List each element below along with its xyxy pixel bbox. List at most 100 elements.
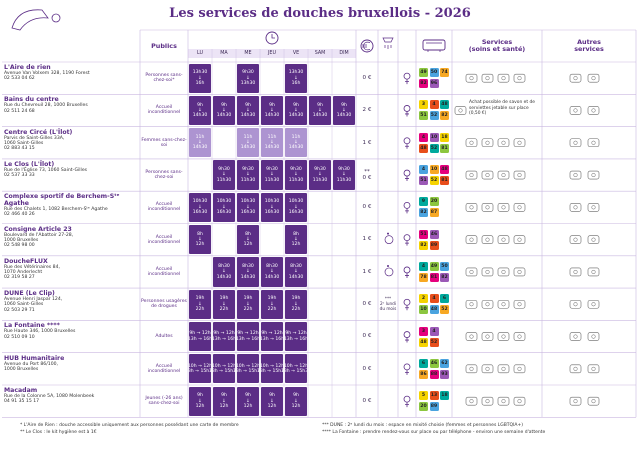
- other-header: Autres services: [542, 30, 636, 62]
- schedule-cell: 10h30 ↓ 16h30: [261, 192, 283, 222]
- gender-icon: [403, 395, 411, 403]
- venue-block: Centre Circé (L'Îlot) Parvis de Saint-Gil…: [4, 129, 138, 158]
- bus-line: 20: [429, 197, 439, 207]
- other-header-line: services: [574, 45, 604, 53]
- service-icon: [481, 396, 494, 406]
- other-icon-dot: [573, 140, 578, 145]
- services-header-line: Services: [481, 37, 513, 46]
- service-icon: [465, 267, 478, 277]
- schedule-cell: 10h → 12h 13h → 15h30: [281, 354, 311, 384]
- service-icon: [465, 299, 478, 309]
- gender-icon-cross: [405, 240, 409, 246]
- schedule-time: ↓: [294, 75, 298, 81]
- bus-line: 18: [440, 132, 449, 142]
- schedule-time: 9h30: [242, 167, 254, 173]
- venue-block: HUB Humanitaire Avenue du Port 86/100, 100…: [4, 355, 138, 384]
- price-cell: 0 €: [356, 385, 378, 417]
- other-icon-dot: [573, 76, 578, 81]
- schedule-time: ↓: [198, 75, 202, 81]
- schedule-time: 14h30: [240, 274, 256, 280]
- schedule-time: 22h: [195, 306, 205, 312]
- day-header: DIM: [339, 51, 349, 56]
- schedule-cell: 10h → 12h 13h → 15h30: [185, 354, 215, 384]
- other-icon: [569, 138, 582, 148]
- schedule-cell: 9h30 ↓ 13h30: [237, 63, 259, 93]
- other-icon: [587, 267, 600, 277]
- bus-line: 48: [429, 305, 439, 315]
- schedule-time: ↓: [222, 172, 226, 178]
- bus-line: 93: [440, 369, 449, 379]
- schedule-time: 9h: [197, 102, 203, 108]
- schedule-cell: 11h ↓ 14h30: [237, 128, 259, 158]
- service-icon: [481, 299, 494, 309]
- venue-address: Avenue Van Volxem 328, 1190 Forest: [4, 71, 90, 76]
- price: 0 €: [362, 204, 372, 211]
- schedule-cell: 9h → 12h 13h → 16h: [236, 321, 260, 352]
- other-icon: [569, 332, 582, 341]
- service-icon-dot: [501, 237, 506, 242]
- bus-line: 18: [440, 391, 449, 401]
- venue-name: La Fontaine ****: [4, 322, 60, 330]
- gender-icon: [403, 137, 411, 145]
- price-cell: 1 €: [356, 127, 378, 159]
- price: 0 €: [362, 175, 372, 182]
- other-icon-dot: [591, 108, 596, 113]
- bus-line: 46: [429, 358, 439, 368]
- service-icon: [513, 299, 526, 309]
- service-icon: [465, 203, 478, 212]
- schedule-time: 16h30: [240, 209, 256, 215]
- other-icon: [569, 106, 582, 115]
- schedule-time: 9h30: [338, 167, 350, 173]
- venue-name: Bains du centre: [4, 96, 59, 104]
- schedule-time: 12h: [195, 403, 205, 409]
- page-title: Les services de douches bruxellois - 202…: [169, 6, 471, 21]
- gender-icon-cross: [405, 111, 409, 117]
- schedule-time: ↓: [318, 172, 322, 178]
- schedule-cell: 9h30 ↓ 11h30: [333, 160, 355, 190]
- bus-line: 82: [440, 111, 449, 121]
- service-icon-dot: [501, 205, 506, 210]
- other-icon: [569, 396, 582, 406]
- price: 2 €: [362, 107, 372, 114]
- schedule-time: 16h30: [192, 209, 208, 215]
- service-icon: [465, 332, 478, 341]
- venue-address: 1000 Bruxelles: [4, 366, 39, 372]
- schedule-time: 14h30: [312, 113, 328, 119]
- schedule-cell: 9h ↓ 12h: [237, 386, 259, 416]
- schedule-time: 12h: [243, 242, 253, 248]
- service-icon-dot: [501, 173, 506, 178]
- bus-line: 4: [429, 100, 439, 110]
- service-icon-dot: [469, 140, 474, 145]
- publics: Femmes sans-chez-soi: [141, 137, 187, 148]
- bus-line: 52: [429, 337, 439, 347]
- service-icon-dot: [517, 76, 522, 81]
- gender-icon-cross: [405, 79, 409, 85]
- schedule-time: ↓: [294, 237, 298, 242]
- service-icon: [497, 396, 510, 406]
- schedule-time: ↓: [222, 204, 226, 210]
- schedule-cell: 9h ↓ 14h30: [309, 95, 331, 126]
- bus-line: 3: [419, 100, 428, 110]
- shower-note: *** 2ᵉ lundi du mois: [378, 288, 398, 320]
- shower-icon: [382, 37, 394, 49]
- gender-icon-cross: [405, 272, 409, 278]
- service-icon-dot: [501, 76, 506, 81]
- schedule-time: ↓: [198, 237, 202, 242]
- bus-line: 82: [419, 240, 428, 250]
- service-icon-dot: [517, 399, 522, 404]
- venue-block: Consigne Article 23 Boulevard de l'Abatto…: [4, 226, 138, 255]
- service-icon-dot: [469, 173, 474, 178]
- venue-address: 02 503 29 71: [4, 307, 35, 313]
- schedule-time: ↓: [270, 301, 274, 307]
- service-icon-dot: [469, 237, 474, 242]
- venue-address: Rue du Chevreuil 28, 1000 Bruxelles: [4, 103, 88, 109]
- venue-block: La Fontaine **** Rue Haute 346, 1000 Brux…: [4, 322, 138, 351]
- schedule-time: 19h: [291, 296, 301, 302]
- other-icon: [569, 170, 582, 180]
- gender-icon: [403, 234, 411, 242]
- accessible-icon: [384, 235, 394, 244]
- service-icon: [454, 106, 467, 115]
- venue-name: HUB Humanitaire: [4, 354, 65, 362]
- schedule-time: 19h: [219, 296, 229, 302]
- other-icon: [587, 235, 600, 244]
